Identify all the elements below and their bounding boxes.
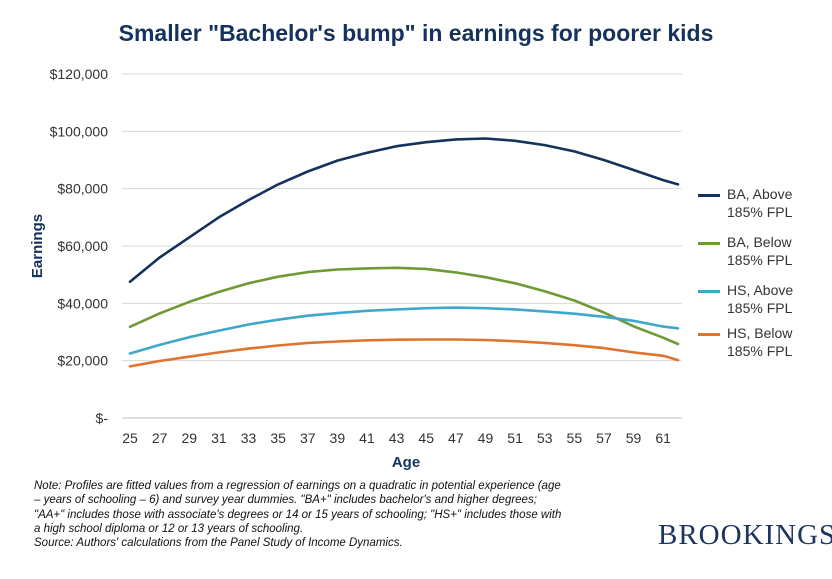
- x-tick-label: 59: [626, 430, 642, 446]
- x-tick-label: 25: [122, 430, 138, 446]
- y-tick-labels: $- $20,000 $40,000 $60,000 $80,000 $100,000 $1…: [50, 66, 109, 426]
- legend-item: BA, Above 185% FPL: [698, 185, 828, 225]
- x-tick-label: 47: [448, 430, 464, 446]
- legend-label: BA, Above 185% FPL: [727, 186, 793, 220]
- y-tick-label: $80,000: [57, 181, 108, 197]
- legend-swatch: [698, 290, 720, 293]
- chart-title: Smaller "Bachelor's bump" in earnings fo…: [118, 20, 714, 46]
- x-tick-label: 43: [389, 430, 405, 446]
- x-axis-title: Age: [392, 454, 420, 471]
- legend-item: BA, Below 185% FPL: [698, 233, 828, 273]
- y-tick-label: $-: [96, 410, 109, 426]
- x-tick-labels: 25 27 29 31 33 35 37 39 41 43 45 47 49 51 53 55 57 59 61: [122, 430, 671, 446]
- x-tick-label: 55: [567, 430, 583, 446]
- y-tick-label: $60,000: [57, 238, 108, 254]
- series-line: [128, 266, 680, 346]
- y-axis-title: Earnings: [29, 214, 46, 278]
- x-tick-label: 33: [241, 430, 257, 446]
- footnote-line: Source: Authors' calculations from the P…: [34, 537, 403, 550]
- legend-swatch: [698, 194, 720, 197]
- y-tick-label: $20,000: [57, 353, 108, 369]
- series-line: [128, 338, 680, 368]
- x-tick-label: 31: [211, 430, 227, 446]
- footnote-line: Note: Profiles are fitted values from a …: [34, 480, 561, 492]
- series-lines: [128, 137, 680, 368]
- gridlines: [122, 73, 682, 419]
- x-tick-label: 29: [181, 430, 197, 446]
- legend-item: HS, Below 185% FPL: [698, 324, 828, 364]
- x-tick-label: 37: [300, 430, 316, 446]
- y-tick-label: $120,000: [50, 66, 109, 82]
- x-tick-label: 49: [478, 430, 494, 446]
- footnote-line: "AA+" includes those with associate's de…: [34, 508, 562, 521]
- x-tick-label: 61: [655, 430, 671, 446]
- legend-label: HS, Below 185% FPL: [727, 325, 793, 359]
- footnote: Note: Profiles are fitted values from a …: [34, 479, 634, 550]
- y-tick-label: $100,000: [50, 123, 109, 139]
- legend-item: HS, Above 185% FPL: [698, 281, 828, 321]
- series-line: [128, 306, 680, 355]
- footnote-line: – years of schooling – 6) and survey yea…: [34, 494, 537, 507]
- y-tick-label: $40,000: [57, 295, 108, 311]
- x-tick-label: 35: [270, 430, 286, 446]
- brookings-logo: BROOKINGS: [658, 519, 832, 551]
- x-tick-label: 57: [596, 430, 612, 446]
- legend-swatch: [698, 333, 720, 336]
- series-line: [128, 137, 680, 284]
- x-tick-label: 51: [507, 430, 523, 446]
- legend-label: BA, Below 185% FPL: [727, 234, 793, 268]
- x-tick-label: 27: [152, 430, 168, 446]
- x-tick-label: 39: [330, 430, 346, 446]
- x-tick-label: 53: [537, 430, 553, 446]
- x-tick-label: 41: [359, 430, 375, 446]
- legend-label: HS, Above 185% FPL: [727, 282, 794, 316]
- legend-swatch: [698, 242, 720, 245]
- footnote-line: a high school diploma or 12 or 13 years …: [34, 522, 304, 535]
- x-tick-label: 45: [418, 430, 434, 446]
